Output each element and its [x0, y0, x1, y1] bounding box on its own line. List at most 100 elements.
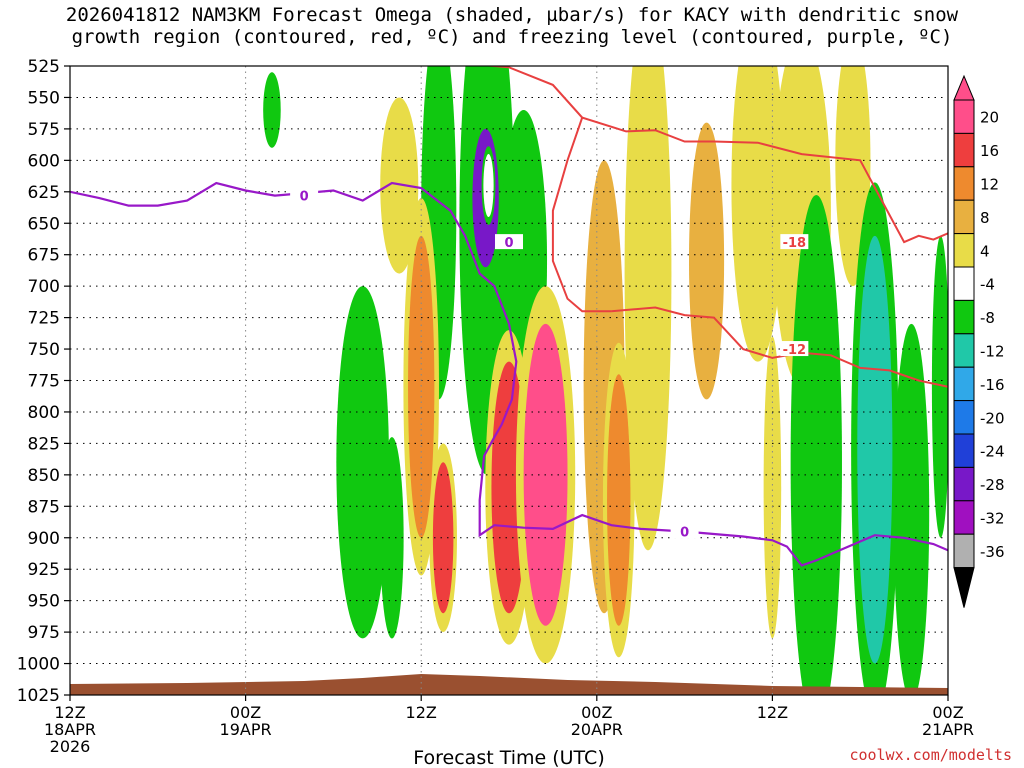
colorbar-label-16: 16	[980, 142, 999, 160]
colorbar-label--20: -20	[980, 409, 1005, 427]
freezing-label-2: 0	[504, 236, 513, 251]
ytick-label-650: 650	[28, 214, 60, 234]
chart-title-line2: growth region (contoured, red, ºC) and f…	[71, 26, 953, 48]
xtick-label-0-1: 12Z	[54, 703, 85, 722]
omega-region-16	[336, 286, 390, 639]
ytick-label-750: 750	[28, 340, 60, 360]
freezing-label-3-bg	[670, 523, 699, 539]
colorbar-swatch-1	[953, 132, 975, 168]
axes: 525 550 575 600 625 650 675 700 725 750 775 800 825 8…	[17, 57, 974, 756]
colorbar-swatch-6	[953, 299, 975, 335]
freezing-label-1-bg	[290, 187, 319, 203]
ytick-label-800: 800	[28, 403, 60, 423]
colorbar-top-arrow	[953, 74, 975, 101]
colorbar-label--16: -16	[980, 376, 1005, 394]
chart-title-line1: 2026041812 NAM3KM Forecast Omega (shaded…	[65, 4, 959, 26]
ytick-label-775: 775	[28, 372, 60, 392]
omega-region-0	[263, 72, 281, 148]
omega-region-19	[432, 462, 454, 614]
contours: -18 -12 0 0 0	[70, 66, 948, 567]
ytick-label-950: 950	[28, 592, 60, 612]
xtick-label-24-1: 12Z	[406, 703, 437, 722]
ytick-label-525: 525	[28, 57, 60, 77]
xtick-label-12-2: 19APR	[220, 720, 272, 739]
xtick-label-36-1: 00Z	[581, 703, 612, 722]
ytick-label-675: 675	[28, 246, 60, 266]
ytick-label-700: 700	[28, 277, 60, 297]
omega-region-22	[898, 361, 925, 664]
freezing-label-1: 0	[300, 190, 309, 205]
colorbar-label--24: -24	[980, 443, 1005, 461]
ytick-label-825: 825	[28, 434, 60, 454]
colorbar-swatch-9	[953, 400, 975, 435]
omega-shading	[263, 66, 948, 695]
omega-region-23	[931, 235, 948, 538]
xtick-label-36-2: 20APR	[571, 720, 623, 739]
omega-region-11	[624, 66, 672, 551]
colorbar-label-8: 8	[980, 209, 990, 227]
colorbar-label--36: -36	[980, 543, 1005, 561]
colorbar-label--32: -32	[980, 510, 1005, 528]
colorbar-label--4: -4	[980, 276, 995, 294]
colorbar-swatch-5	[953, 266, 975, 301]
ytick-label-575: 575	[28, 120, 60, 140]
xtick-label-0-2: 18APR	[44, 720, 96, 739]
surface-terrain	[70, 674, 948, 695]
omega-region-17	[380, 437, 404, 639]
credit-text: coolwx.com/modelts	[849, 746, 1012, 764]
xtick-label-0-3: 2026	[50, 737, 91, 756]
dendritic-left-contour	[551, 117, 612, 313]
xtick-label-60-2: 21APR	[922, 720, 974, 739]
ytick-label-900: 900	[28, 529, 60, 549]
ytick-label-875: 875	[28, 497, 60, 517]
colorbar-swatch-8	[953, 366, 975, 402]
colorbar-swatch-7	[953, 333, 975, 368]
ytick-label-975: 975	[28, 623, 60, 643]
x-axis-label: Forecast Time (UTC)	[413, 747, 604, 768]
colorbar: 20 16 12 8 4 -4 -8 -12 -16 -20 -24 -28 -32 -36	[953, 74, 1005, 608]
ytick-label-925: 925	[28, 560, 60, 580]
colorbar-label--8: -8	[980, 309, 995, 327]
freezing-label-3: 0	[680, 525, 689, 540]
dendritic-label-lower-bg	[780, 341, 809, 357]
freezing-level-contour	[70, 181, 948, 567]
ytick-label-725: 725	[28, 309, 60, 329]
terrain-fill	[70, 674, 948, 695]
omega-region-10	[607, 374, 631, 626]
omega-region-1	[380, 97, 419, 274]
colorbar-label--12: -12	[980, 343, 1005, 361]
xtick-label-60-1: 00Z	[932, 703, 963, 722]
ytick-label-625: 625	[28, 183, 60, 203]
omega-region-18	[408, 235, 435, 538]
ytick-label-1025: 1025	[17, 686, 60, 706]
colorbar-swatch-11	[953, 466, 975, 502]
omega-region-24	[763, 336, 782, 639]
colorbar-swatch-4	[953, 233, 975, 268]
colorbar-swatch-13	[953, 533, 975, 569]
dendritic-upper-contour	[482, 66, 948, 244]
xtick-label-48-1: 12Z	[757, 703, 788, 722]
grid-lines	[70, 65, 948, 696]
omega-region-21	[857, 235, 893, 664]
ytick-label-850: 850	[28, 466, 60, 486]
ytick-label-550: 550	[28, 88, 60, 108]
colorbar-label-12: 12	[980, 176, 999, 194]
colorbar-bottom-arrow	[953, 567, 975, 608]
colorbar-swatch-2	[953, 166, 975, 201]
colorbar-swatch-3	[953, 199, 975, 235]
colorbar-label--28: -28	[980, 476, 1005, 494]
dendritic-label-upper-bg	[780, 234, 809, 250]
omega-region-12	[688, 122, 725, 400]
colorbar-label-4: 4	[980, 242, 990, 260]
colorbar-swatch-0	[953, 99, 975, 134]
dendritic-label-lower: -12	[783, 343, 807, 358]
omega-region-13	[731, 66, 785, 362]
ytick-label-1000: 1000	[17, 655, 60, 675]
colorbar-label-20: 20	[980, 109, 999, 127]
omega-region-20	[797, 248, 836, 677]
xtick-label-12-1: 00Z	[230, 703, 261, 722]
dendritic-label-upper: -18	[783, 236, 807, 251]
freezing-label-2-bg	[495, 234, 523, 250]
omega-region-5	[483, 154, 494, 217]
